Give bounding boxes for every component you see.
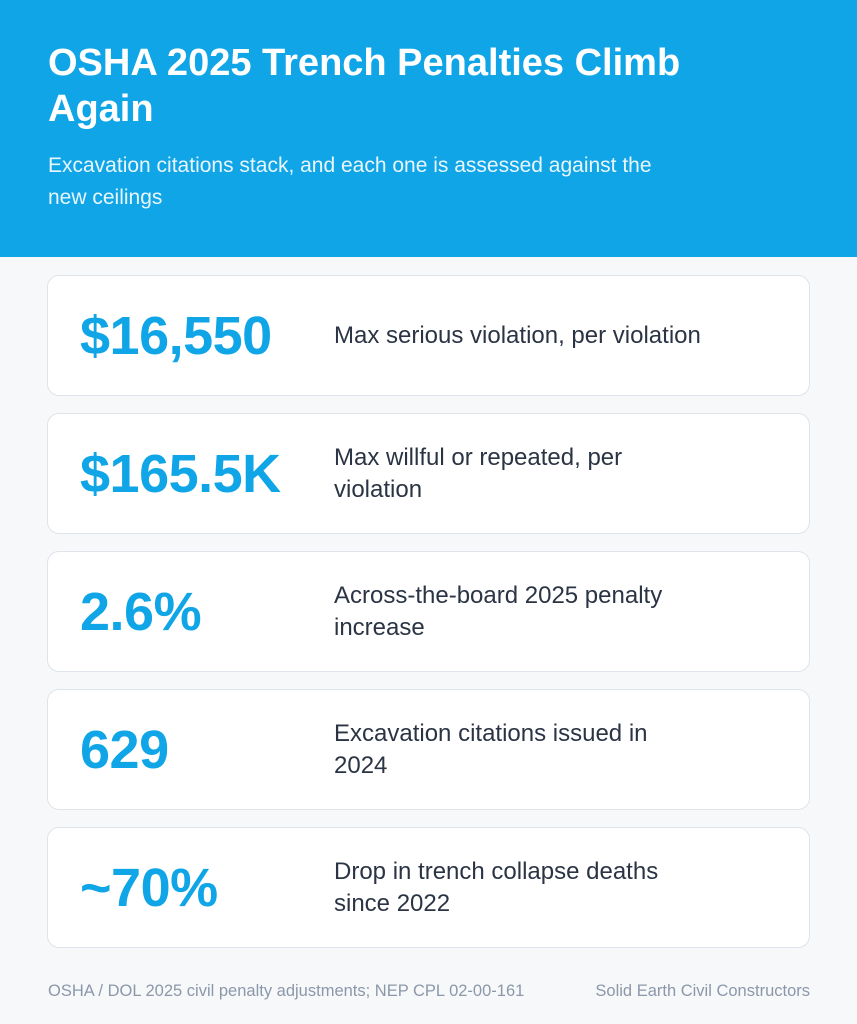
- stat-label: Excavation citations issued in 2024: [334, 719, 648, 779]
- stat-value: ~70%: [80, 857, 218, 918]
- stat-card-penalty-increase: 2.6% Across-the-board 2025 penalty incre…: [47, 551, 810, 672]
- stat-card-willful-max: $165.5K Max willful or repeated, per vio…: [47, 413, 810, 534]
- page-subtitle: Excavation citations stack, and each one…: [48, 154, 652, 209]
- stat-label: Max serious violation, per violation: [334, 321, 701, 349]
- header-banner: OSHA 2025 Trench Penalties Climb Again E…: [0, 0, 857, 257]
- stat-card-deaths-drop: ~70% Drop in trench collapse deaths sinc…: [47, 827, 810, 948]
- stat-card-citations-2024: 629 Excavation citations issued in 2024: [47, 689, 810, 810]
- stat-value: 2.6%: [80, 581, 202, 642]
- stat-label: Across-the-board 2025 penalty increase: [334, 581, 663, 641]
- stat-value: $165.5K: [80, 443, 281, 504]
- page-title: OSHA 2025 Trench Penalties Climb Again: [48, 42, 681, 130]
- footer-source: OSHA / DOL 2025 civil penalty adjustment…: [48, 982, 525, 1000]
- stat-card-serious-max: $16,550 Max serious violation, per viola…: [47, 275, 810, 396]
- stat-label: Max willful or repeated, per violation: [334, 443, 623, 503]
- stat-value: 629: [80, 719, 169, 780]
- footer-brand: Solid Earth Civil Constructors: [595, 982, 810, 1000]
- stat-card-list: $16,550 Max serious violation, per viola…: [47, 275, 810, 965]
- stat-value: $16,550: [80, 305, 272, 366]
- stat-label: Drop in trench collapse deaths since 202…: [334, 857, 659, 917]
- footer: OSHA / DOL 2025 civil penalty adjustment…: [48, 981, 810, 1001]
